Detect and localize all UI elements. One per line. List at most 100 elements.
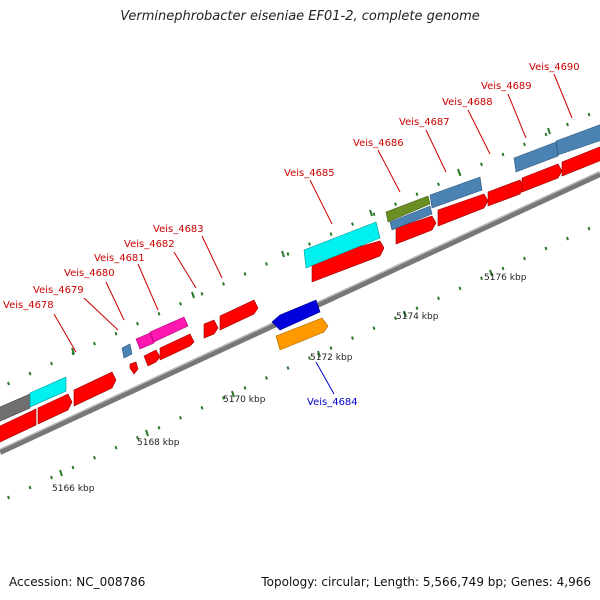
tick-mark	[179, 415, 182, 420]
gene-label-veis-4678[interactable]: Veis_4678	[3, 300, 54, 311]
tick-mark	[587, 226, 591, 231]
gene-label-leader	[309, 179, 333, 225]
tick-row-inner-major	[59, 269, 493, 477]
tick-mark	[394, 316, 397, 321]
gene-label-veis-4682[interactable]: Veis_4682	[124, 239, 175, 250]
cds-arrow-lower[interactable]	[561, 146, 600, 177]
gene-label-leader	[83, 297, 119, 331]
tick-mark	[28, 485, 32, 490]
tick-mark	[501, 266, 505, 271]
tick-mark	[265, 262, 268, 266]
tick-mark	[308, 242, 311, 246]
tick-mark	[93, 455, 96, 460]
feature-orange[interactable]	[275, 317, 329, 351]
genome-summary-text: Topology: circular; Length: 5,566,749 bp…	[261, 575, 591, 589]
cds-arrow-lower[interactable]	[395, 215, 437, 245]
gene-label-leader	[137, 263, 159, 311]
gene-label-veis-4686[interactable]: Veis_4686	[353, 138, 404, 149]
tick-mark	[415, 192, 419, 197]
gene-label-veis-4679[interactable]: Veis_4679	[33, 285, 84, 296]
cds-arrow-lower[interactable]	[37, 393, 73, 425]
tick-mark	[372, 212, 376, 216]
kbp-label-5176: 5176 kbp	[484, 273, 527, 283]
gene-label-veis-4684[interactable]: Veis_4684	[307, 397, 358, 408]
tick-mark	[157, 425, 161, 430]
tick-mark	[587, 112, 591, 117]
tick-mark	[286, 366, 290, 370]
tick-mark	[372, 326, 376, 330]
gene-label-leader	[173, 251, 197, 289]
cds-arrow-lower[interactable]	[0, 408, 37, 443]
tick-mark	[523, 142, 526, 147]
feature-grey[interactable]	[0, 393, 31, 422]
tick-mark	[329, 346, 333, 350]
tick-mark	[243, 386, 247, 390]
tick-mark	[243, 272, 247, 276]
tick-mark	[480, 276, 483, 281]
feature-blue[interactable]	[271, 299, 321, 331]
feature-magenta[interactable]	[149, 316, 189, 343]
tick-mark	[28, 371, 32, 376]
gene-label-veis-4685[interactable]: Veis_4685	[284, 168, 335, 179]
tick-mark	[200, 292, 204, 296]
feature-steelblue[interactable]	[513, 141, 559, 173]
tick-mark	[544, 132, 548, 137]
feature-steelblue[interactable]	[555, 124, 600, 156]
gene-label-leader	[315, 361, 335, 395]
gene-label-veis-4690[interactable]: Veis_4690	[529, 62, 580, 73]
tick-mark	[351, 222, 354, 226]
cds-arrow-lower[interactable]	[437, 193, 489, 227]
gene-label-veis-4688[interactable]: Veis_4688	[442, 97, 493, 108]
tick-mark	[7, 495, 10, 500]
cds-arrow-lower[interactable]	[129, 361, 139, 375]
tick-mark	[523, 256, 526, 261]
cds-arrow-lower[interactable]	[159, 333, 195, 361]
gene-label-veis-4683[interactable]: Veis_4683	[153, 224, 204, 235]
cds-arrow-upper[interactable]	[203, 319, 219, 339]
feature-olive[interactable]	[385, 195, 431, 223]
feature-cyan[interactable]	[29, 376, 67, 408]
gene-label-veis-4681[interactable]: Veis_4681	[94, 253, 145, 264]
tick-mark	[50, 361, 53, 366]
kbp-label-5166: 5166 kbp	[52, 484, 95, 494]
tick-mark	[329, 232, 333, 236]
tick-mark	[544, 246, 548, 251]
gene-label-leader	[507, 93, 527, 139]
feature-cyan[interactable]	[303, 221, 381, 269]
tick-mark	[265, 376, 268, 380]
cds-arrow-lower[interactable]	[143, 349, 161, 367]
tick-row-outer	[7, 112, 591, 386]
feature-magenta[interactable]	[135, 332, 155, 350]
tick-mark	[394, 202, 397, 207]
tick-mark	[286, 252, 290, 256]
cds-arrow-lower[interactable]	[73, 371, 117, 407]
gene-label-veis-4687[interactable]: Veis_4687	[399, 117, 450, 128]
cds-arrow-lower[interactable]	[521, 163, 563, 193]
cds-arrow-lower[interactable]	[487, 179, 525, 207]
gene-label-leader	[377, 149, 401, 193]
tick-mark	[93, 341, 96, 346]
feature-steelblue[interactable]	[121, 343, 133, 359]
feature-steelblue[interactable]	[429, 176, 483, 209]
tick-mark	[114, 445, 118, 450]
tick-mark	[179, 301, 182, 306]
kbp-label-5170: 5170 kbp	[223, 395, 266, 405]
tick-mark	[566, 236, 569, 241]
tick-mark	[308, 356, 311, 360]
accession-text: Accession: NC_008786	[9, 575, 146, 589]
gene-label-leader	[553, 73, 573, 119]
gene-label-leader	[105, 281, 125, 321]
tick-mark	[437, 182, 440, 187]
gene-label-veis-4689[interactable]: Veis_4689	[481, 81, 532, 92]
cds-arrow-upper[interactable]	[219, 299, 259, 331]
cds-arrow-lower[interactable]	[311, 240, 385, 283]
map-title: Verminephrobacter eiseniae EF01-2, compl…	[120, 9, 480, 24]
gene-label-leader	[201, 235, 223, 279]
gene-label-leader	[467, 109, 491, 155]
tick-mark	[200, 406, 204, 410]
feature-steelblue[interactable]	[389, 205, 433, 231]
tick-mark	[222, 282, 225, 286]
gene-label-leader	[425, 129, 447, 173]
gene-label-veis-4680[interactable]: Veis_4680	[64, 268, 115, 279]
